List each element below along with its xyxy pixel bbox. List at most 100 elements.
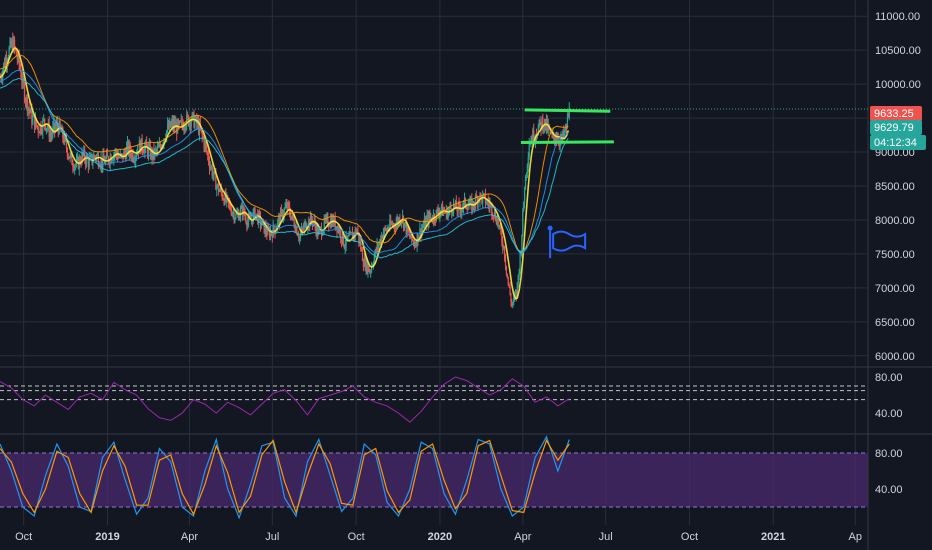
candle-body — [71, 154, 73, 165]
candle-body — [458, 203, 460, 205]
candle-body — [180, 120, 182, 122]
candle-body — [176, 123, 178, 134]
candle-body — [446, 208, 448, 219]
candle-body — [183, 128, 185, 130]
price-tick-label: 8500.00 — [875, 181, 915, 193]
candle-body — [491, 203, 493, 215]
stoch-line — [0, 438, 570, 516]
candle-body — [129, 144, 131, 153]
candle-body — [398, 218, 400, 224]
candle-body — [156, 149, 158, 151]
candle-body — [562, 131, 564, 140]
candle-body — [343, 245, 345, 249]
candle-body — [365, 259, 367, 270]
candle-body — [206, 145, 208, 152]
candle-body — [245, 216, 247, 223]
candle-body — [384, 227, 386, 229]
candle-body — [524, 175, 527, 191]
candle-body — [516, 282, 518, 297]
candle-body — [269, 231, 272, 238]
candle-body — [139, 141, 141, 153]
candle-body — [426, 215, 428, 219]
candle-body — [287, 202, 289, 208]
candle-body — [34, 115, 36, 129]
candle-body — [488, 203, 490, 207]
candle-body — [554, 139, 557, 142]
candle-body — [294, 226, 296, 232]
candle-body — [564, 131, 566, 136]
candle-body — [556, 138, 559, 140]
candle-body — [358, 232, 360, 242]
candle-body — [566, 116, 569, 129]
candle-body — [322, 229, 324, 234]
candle-body — [134, 161, 136, 163]
candle-body — [389, 219, 391, 229]
candle-body — [26, 96, 28, 112]
time-axis-label: Jul — [599, 531, 613, 543]
candle-body — [124, 151, 126, 154]
candle-body — [434, 220, 436, 222]
candle-body — [474, 196, 477, 207]
moving-average-line — [0, 54, 569, 254]
candle-body — [240, 205, 242, 209]
candle-body — [219, 188, 222, 191]
candle-body — [230, 209, 232, 215]
candle-body — [278, 216, 280, 221]
candle-body — [346, 235, 348, 239]
candle-body — [40, 124, 42, 132]
candle-body — [519, 253, 521, 272]
candle-body — [265, 225, 267, 233]
candle-body — [229, 203, 232, 210]
candle-body — [83, 149, 85, 155]
candle-body — [201, 130, 203, 136]
candle-body — [95, 156, 97, 159]
candle-body — [36, 125, 38, 127]
candle-body — [85, 159, 87, 164]
candle-body — [181, 120, 183, 125]
candle-body — [29, 110, 31, 113]
candle-body — [252, 212, 254, 224]
candle-body — [13, 39, 15, 51]
candle-body — [396, 218, 398, 224]
candle-body — [266, 232, 268, 236]
candle-body — [34, 118, 37, 129]
candle-body — [442, 204, 444, 216]
candle-body — [428, 214, 430, 225]
candle-body — [215, 173, 217, 190]
candle-body — [138, 141, 140, 154]
candle-body — [453, 203, 456, 207]
candle-body — [549, 128, 551, 133]
candle-body — [172, 120, 174, 128]
price-tick-label: 7500.00 — [875, 249, 915, 261]
candle-body — [537, 126, 539, 136]
candle-body — [241, 205, 243, 216]
candle-body — [188, 120, 191, 126]
candle-body — [383, 227, 385, 234]
candles — [0, 32, 570, 309]
candle-body — [541, 118, 543, 130]
candle-body — [192, 112, 194, 114]
candle-body — [256, 213, 258, 215]
candle-body — [339, 229, 341, 233]
candle-body — [30, 109, 32, 113]
candle-body — [316, 225, 318, 234]
candle-body — [408, 231, 410, 233]
candle-body — [43, 119, 45, 121]
candle-body — [360, 249, 363, 251]
time-axis-label: 2019 — [95, 531, 119, 543]
candle-body — [410, 236, 412, 239]
candle-body — [425, 218, 427, 227]
candle-body — [523, 201, 525, 211]
candle-body — [485, 203, 487, 205]
candle-body — [130, 152, 132, 158]
candle-body — [472, 201, 474, 212]
candle-body — [373, 256, 375, 264]
candle-body — [501, 232, 503, 243]
candle-body — [27, 107, 29, 112]
candle-body — [533, 130, 535, 142]
candle-body — [440, 210, 442, 212]
candle-body — [234, 218, 236, 221]
candle-body — [211, 166, 213, 177]
